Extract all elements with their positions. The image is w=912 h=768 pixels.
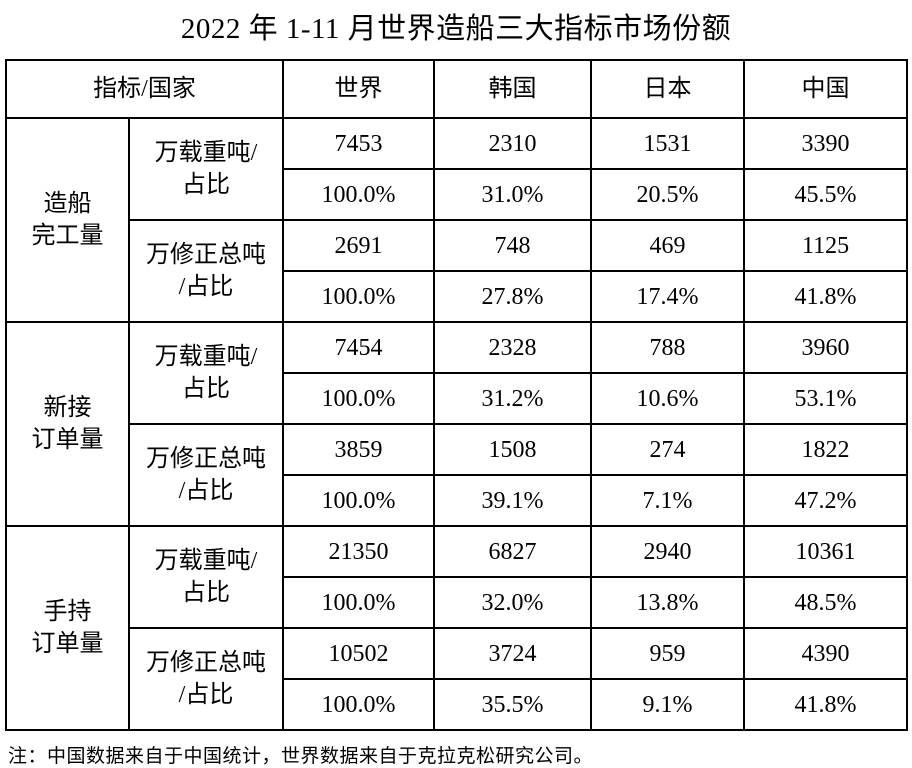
footnote: 注：中国数据来自于中国统计，世界数据来自于克拉克松研究公司。 <box>8 746 594 768</box>
share-cell: 100.0% <box>282 270 436 324</box>
value-cell: 2940 <box>590 525 746 579</box>
column-header-world: 世界 <box>282 59 436 120</box>
table-row: 新接 订单量 万载重吨/ 占比 7454 2328 788 3960 <box>5 321 909 528</box>
share-cell: 7.1% <box>590 474 746 528</box>
table-row: 100.0% 27.8% 17.4% 41.8% <box>6 270 909 324</box>
metric-label: 万修正总吨 /占比 <box>127 627 285 732</box>
table-row: 100.0% 35.5% 9.1% 41.8% <box>6 678 909 732</box>
page-title: 2022 年 1-11 月世界造船三大指标市场份额 <box>180 13 732 45</box>
value-cell: 2328 <box>433 321 593 375</box>
table-row: 100.0% 39.1% 7.1% 47.2% <box>6 474 909 528</box>
value-cell: 3724 <box>433 627 593 681</box>
value-cell: 788 <box>590 321 746 375</box>
share-cell: 10.6% <box>590 372 746 426</box>
share-cell: 47.2% <box>743 474 909 528</box>
table-row: 万修正总吨 /占比 10502 3724 959 4390 <box>6 627 909 732</box>
metric-label: 万修正总吨 /占比 <box>127 219 285 324</box>
value-cell: 10361 <box>743 525 909 579</box>
share-cell: 9.1% <box>590 678 746 732</box>
value-cell: 469 <box>590 219 746 273</box>
column-header-china: 中国 <box>743 59 909 120</box>
share-cell: 53.1% <box>743 372 909 426</box>
corner-header-cell: 指标/国家 <box>4 59 285 120</box>
share-cell: 13.8% <box>590 576 746 630</box>
share-cell: 27.8% <box>433 270 593 324</box>
value-cell: 1508 <box>433 423 593 477</box>
share-cell: 100.0% <box>282 678 436 732</box>
share-cell: 31.2% <box>433 372 593 426</box>
table-row: 100.0% 31.2% 10.6% 53.1% <box>6 372 909 426</box>
share-cell: 32.0% <box>433 576 593 630</box>
value-cell: 1531 <box>590 117 746 171</box>
value-cell: 4390 <box>743 627 909 681</box>
share-cell: 31.0% <box>433 168 593 222</box>
value-cell: 959 <box>590 627 746 681</box>
share-cell: 45.5% <box>743 168 909 222</box>
share-cell: 41.8% <box>743 678 909 732</box>
value-cell: 3390 <box>743 117 909 171</box>
share-cell: 100.0% <box>282 576 436 630</box>
value-cell: 274 <box>590 423 746 477</box>
group-label-orderbook: 手持 订单量 <box>5 525 130 732</box>
value-cell: 1125 <box>743 219 909 273</box>
share-cell: 17.4% <box>590 270 746 324</box>
table-row: 造船 完工量 万载重吨/ 占比 7453 2310 1531 3390 <box>5 117 909 324</box>
value-cell: 3960 <box>743 321 909 375</box>
table-row: 手持 订单量 万载重吨/ 占比 21350 6827 2940 10361 <box>5 525 909 732</box>
value-cell: 748 <box>433 219 593 273</box>
table-row: 万修正总吨 /占比 3859 1508 274 1822 <box>6 423 909 528</box>
metric-label: 万载重吨/ 占比 <box>127 525 285 630</box>
value-cell: 2691 <box>282 219 436 273</box>
group-label-completions: 造船 完工量 <box>5 117 130 324</box>
table-row: 100.0% 32.0% 13.8% 48.5% <box>6 576 909 630</box>
column-header-korea: 韩国 <box>433 59 593 120</box>
table-row: 万修正总吨 /占比 2691 748 469 1125 <box>6 219 909 324</box>
metric-label: 万修正总吨 /占比 <box>127 423 285 528</box>
value-cell: 10502 <box>282 627 436 681</box>
share-cell: 20.5% <box>590 168 746 222</box>
metric-label: 万载重吨/ 占比 <box>127 117 285 222</box>
metric-label: 万载重吨/ 占比 <box>127 321 285 426</box>
share-cell: 35.5% <box>433 678 593 732</box>
value-cell: 2310 <box>433 117 593 171</box>
table-row: 100.0% 31.0% 20.5% 45.5% <box>6 168 909 222</box>
value-cell: 6827 <box>433 525 593 579</box>
share-cell: 100.0% <box>282 168 436 222</box>
group-label-new-orders: 新接 订单量 <box>5 321 130 528</box>
market-share-table: 指标/国家 世界 韩国 日本 中国 造船 完工量 万载重吨/ 占比 7453 2… <box>4 59 909 732</box>
column-header-japan: 日本 <box>590 59 746 120</box>
value-cell: 3859 <box>282 423 436 477</box>
share-cell: 48.5% <box>743 576 909 630</box>
share-cell: 41.8% <box>743 270 909 324</box>
share-cell: 100.0% <box>282 474 436 528</box>
value-cell: 7453 <box>282 117 436 171</box>
share-cell: 39.1% <box>433 474 593 528</box>
value-cell: 7454 <box>282 321 436 375</box>
value-cell: 21350 <box>282 525 436 579</box>
table-header-row: 指标/国家 世界 韩国 日本 中国 <box>4 59 909 120</box>
value-cell: 1822 <box>743 423 909 477</box>
share-cell: 100.0% <box>282 372 436 426</box>
